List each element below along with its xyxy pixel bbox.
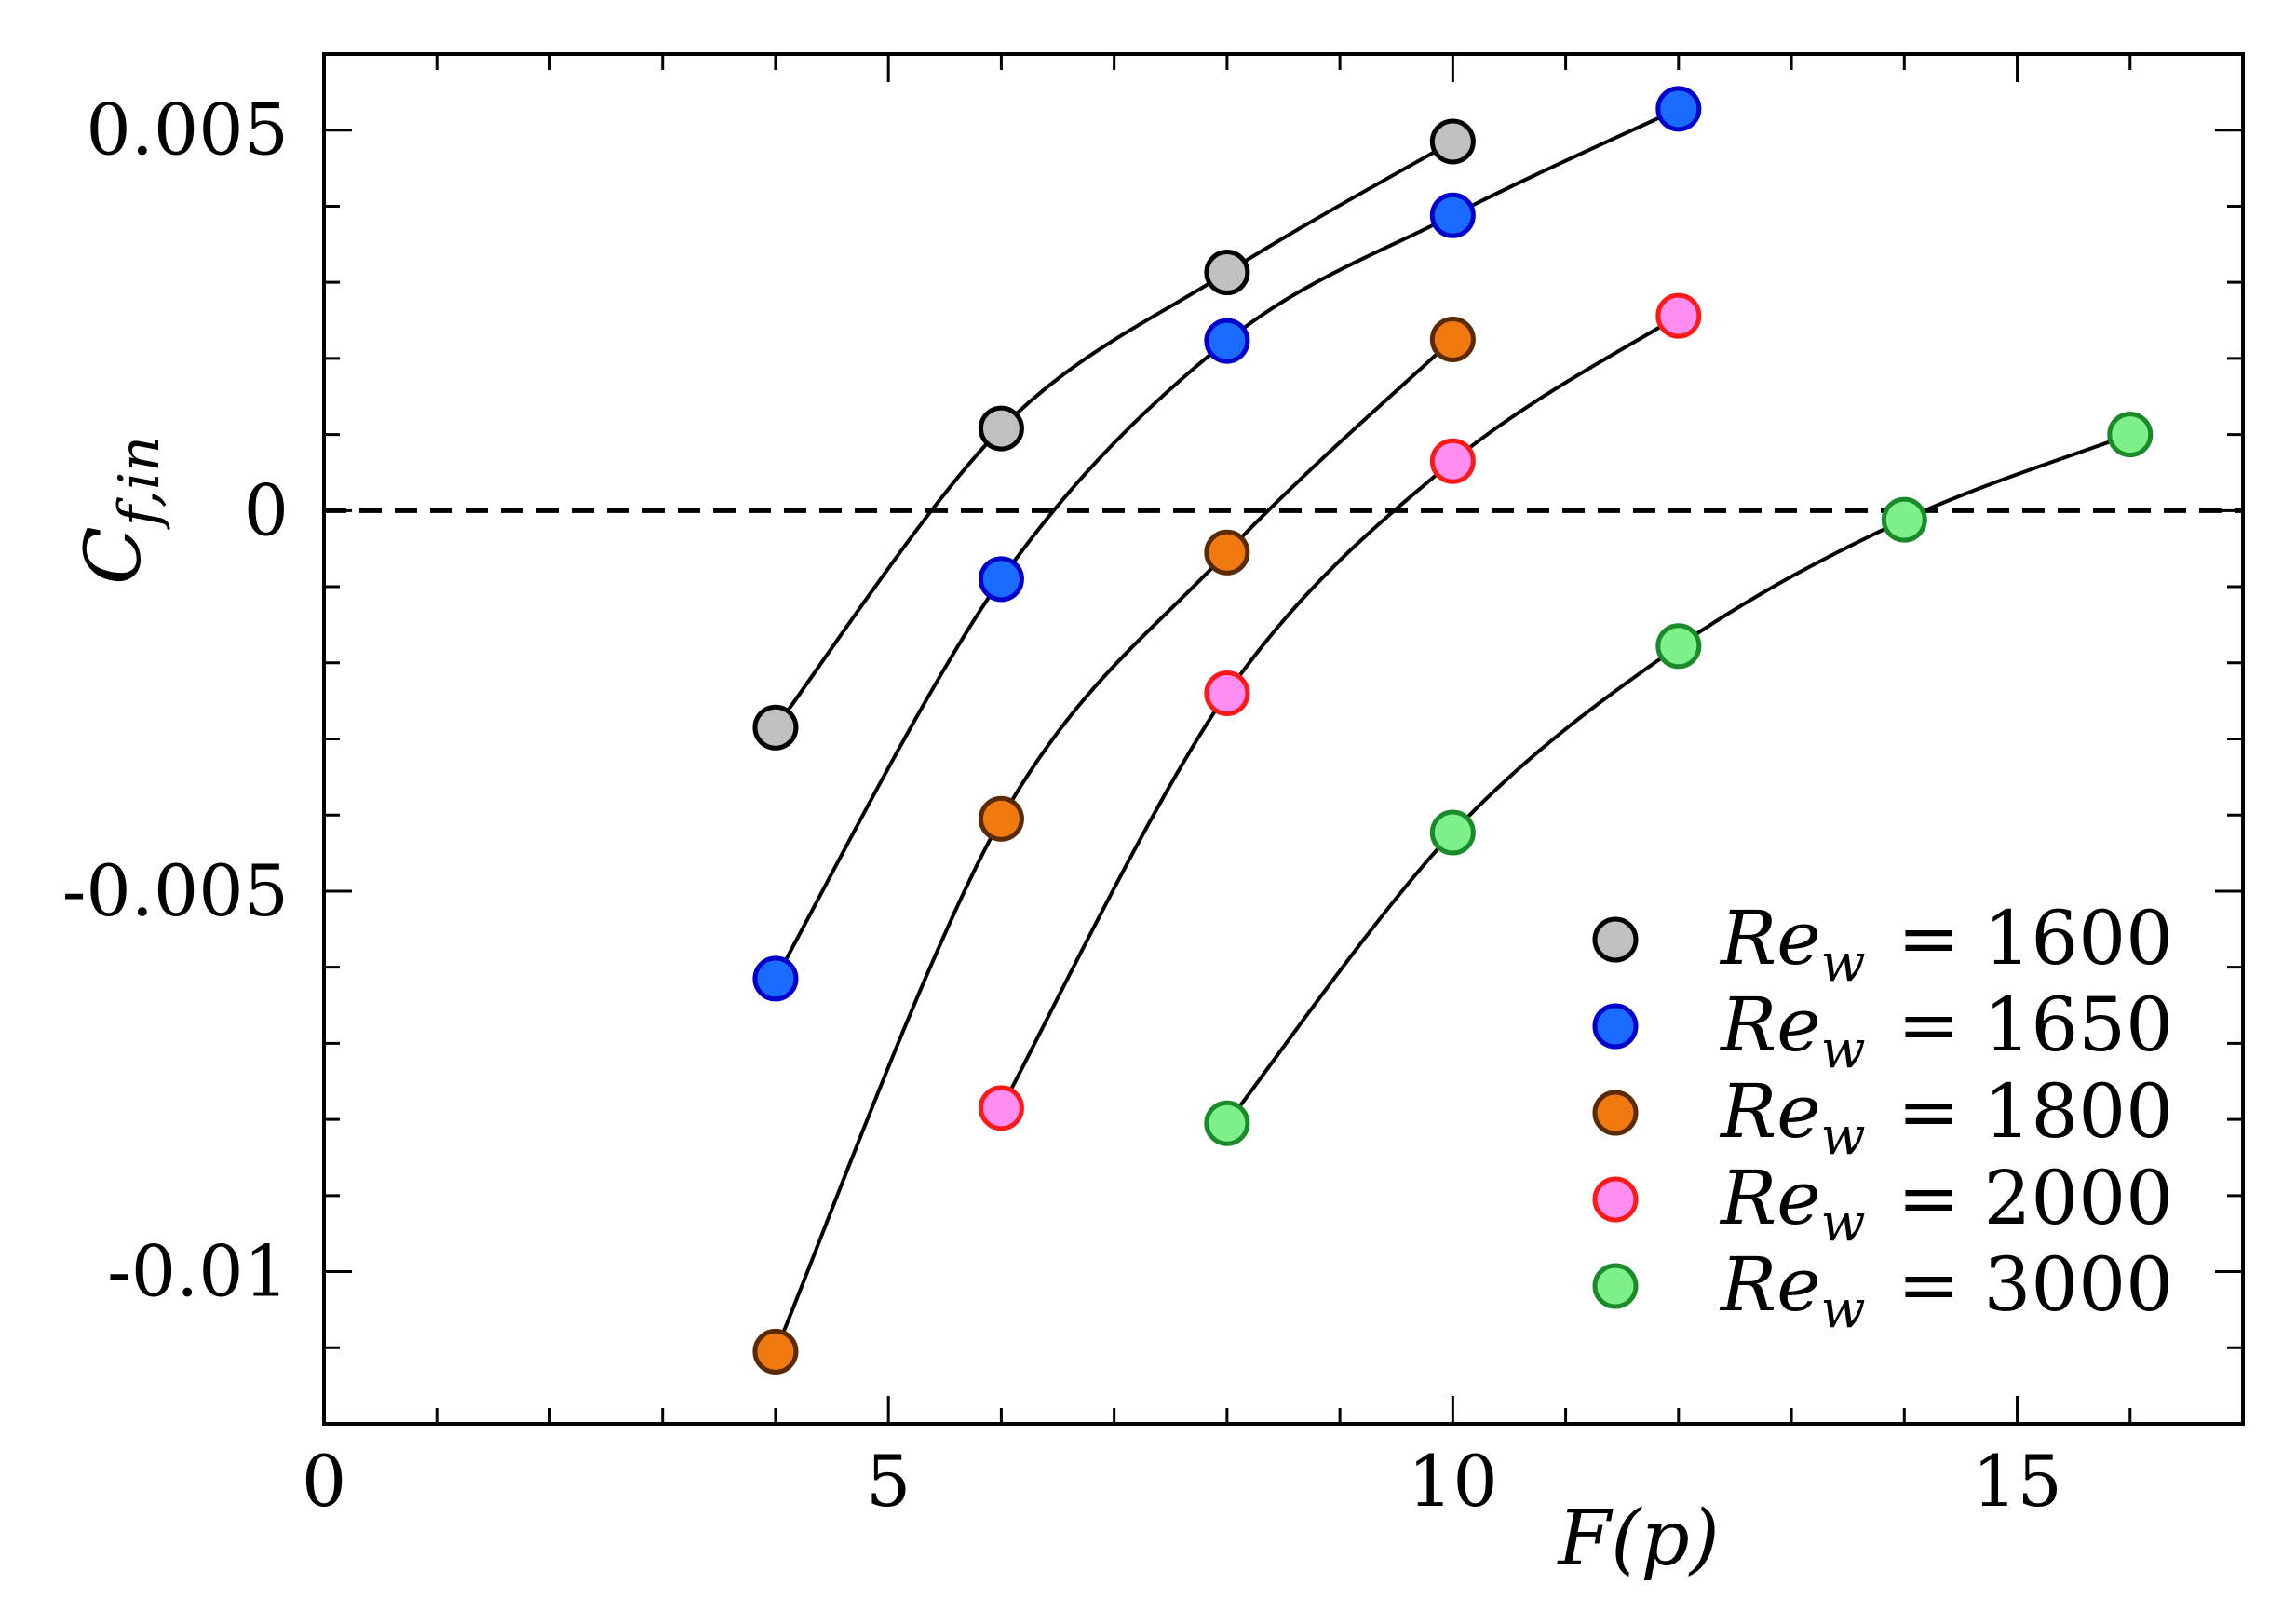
y-axis-title: Cf,in xyxy=(70,436,172,585)
legend-marker xyxy=(1592,1003,1639,1050)
legend-label-main: Re xyxy=(1719,1241,1821,1328)
data-point-2000 xyxy=(978,1085,1024,1131)
y-tick-label: -0.01 xyxy=(107,1230,289,1313)
series-line-1650 xyxy=(774,107,1680,980)
legend-marker xyxy=(1592,1176,1639,1223)
data-point-1650 xyxy=(752,955,799,1002)
legend-label-subscript: w xyxy=(1821,1020,1866,1080)
data-point-1600 xyxy=(752,704,799,751)
x-axis-title: F(p) xyxy=(1556,1495,1719,1583)
x-tick-label: 5 xyxy=(866,1440,911,1523)
x-tick-label: 10 xyxy=(1408,1440,1498,1523)
data-point-1600 xyxy=(1204,250,1250,296)
data-point-2000 xyxy=(1655,292,1702,339)
legend-label: Rew = 1600 xyxy=(1719,895,2173,994)
data-point-1650 xyxy=(1655,86,1702,132)
data-point-1800 xyxy=(1204,529,1250,576)
legend-item: Rew = 3000 xyxy=(1592,1241,2173,1340)
legend-label: Rew = 3000 xyxy=(1719,1241,2173,1340)
legend-label-subscript: w xyxy=(1821,933,1866,994)
legend-label-main: Re xyxy=(1719,895,1821,982)
legend-label-main: Re xyxy=(1719,1068,1821,1155)
legend-item: Rew = 1650 xyxy=(1592,982,2173,1080)
legend-label: Rew = 1800 xyxy=(1719,1068,2173,1167)
legend-label: Rew = 1650 xyxy=(1719,982,2173,1080)
series-line-2000 xyxy=(999,314,1680,1109)
axis-titles: F(p) Cf,in xyxy=(70,436,1720,1583)
legend-label-subscript: w xyxy=(1821,1106,1866,1167)
series-points xyxy=(752,86,2154,1375)
legend-label-main: Re xyxy=(1719,982,1821,1068)
data-point-3000 xyxy=(1204,1100,1250,1146)
legend-marker xyxy=(1592,1090,1639,1136)
series-line-1800 xyxy=(774,338,1454,1353)
data-point-3000 xyxy=(1655,623,1702,670)
data-point-1600 xyxy=(978,405,1024,452)
data-point-2000 xyxy=(1204,670,1250,716)
legend-label-value: = 3000 xyxy=(1898,1241,2173,1328)
legend-label-subscript: w xyxy=(1821,1280,1866,1340)
legend-item: Rew = 1600 xyxy=(1592,895,2173,994)
data-point-1650 xyxy=(1204,318,1250,364)
legend-item: Rew = 2000 xyxy=(1592,1155,2173,1253)
legend-marker xyxy=(1592,916,1639,963)
y-axis-title-main: C xyxy=(70,526,158,585)
data-point-1800 xyxy=(978,795,1024,842)
series-line-1600 xyxy=(774,140,1454,729)
data-point-1800 xyxy=(1429,316,1476,362)
y-axis-title-subscript: f,in xyxy=(107,436,172,530)
y-tick-label: -0.005 xyxy=(62,849,289,932)
data-point-3000 xyxy=(1881,496,1927,543)
legend-label-main: Re xyxy=(1719,1155,1821,1241)
legend-label-subscript: w xyxy=(1821,1193,1866,1253)
y-tick-label: 0.005 xyxy=(86,88,289,171)
legend-label-value: = 1650 xyxy=(1898,982,2173,1068)
data-point-1600 xyxy=(1429,118,1476,165)
y-tick-label: 0 xyxy=(244,468,289,551)
legend-label-value: = 1800 xyxy=(1898,1068,2173,1155)
plot-frame xyxy=(322,52,2245,1426)
x-tick-label: 15 xyxy=(1972,1440,2062,1523)
legend-item: Rew = 1800 xyxy=(1592,1068,2173,1167)
data-point-1650 xyxy=(978,556,1024,603)
data-point-2000 xyxy=(1429,438,1476,484)
data-point-3000 xyxy=(2107,412,2154,458)
legend-label-value: = 2000 xyxy=(1898,1155,2173,1241)
data-point-1800 xyxy=(752,1328,799,1375)
legend-label: Rew = 2000 xyxy=(1719,1155,2173,1253)
legend-marker xyxy=(1592,1263,1639,1309)
data-point-3000 xyxy=(1429,809,1476,856)
tick-labels: 0 5 10 15 -0.01 -0.005 0 0.005 xyxy=(62,88,2062,1523)
x-tick-label: 0 xyxy=(302,1440,346,1523)
legend-label-value: = 1600 xyxy=(1898,895,2173,982)
data-point-1650 xyxy=(1429,192,1476,238)
